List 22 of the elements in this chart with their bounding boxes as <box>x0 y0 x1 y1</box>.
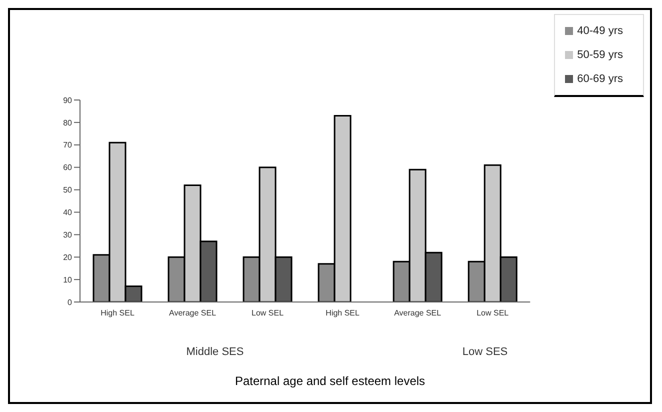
x-tick-label: Average SEL <box>169 308 217 318</box>
text: Low SES <box>461 346 509 358</box>
y-tick-label: 30 <box>63 230 73 240</box>
y-tick-label: 40 <box>63 208 73 218</box>
y-tick-label: 70 <box>63 140 73 150</box>
x-tick-label: High SEL <box>100 308 135 318</box>
y-tick-label: 10 <box>63 275 73 284</box>
x-tick-label: High SEL <box>326 308 360 318</box>
x-axis-title: Paternal age and self esteem levels <box>234 374 426 388</box>
y-tick-label: 20 <box>63 252 73 262</box>
legend-label: 50-59 yrs <box>577 49 623 61</box>
y-tick-label: 50 <box>63 186 73 195</box>
y-tick-label: 60 <box>63 163 73 172</box>
y-tick-label: 0 <box>68 298 73 307</box>
x-tick-label: Low SEL <box>476 308 510 318</box>
y-tick-label: 90 <box>63 96 73 105</box>
x-tick-label: Average SEL <box>394 308 442 318</box>
y-tick-label: 80 <box>63 118 73 128</box>
text: Middle SES <box>185 346 245 358</box>
legend-label: 60-69 yrs <box>577 73 623 85</box>
x-tick-label: Low SEL <box>252 308 284 318</box>
legend-label: 40-49 yrs <box>577 25 623 37</box>
